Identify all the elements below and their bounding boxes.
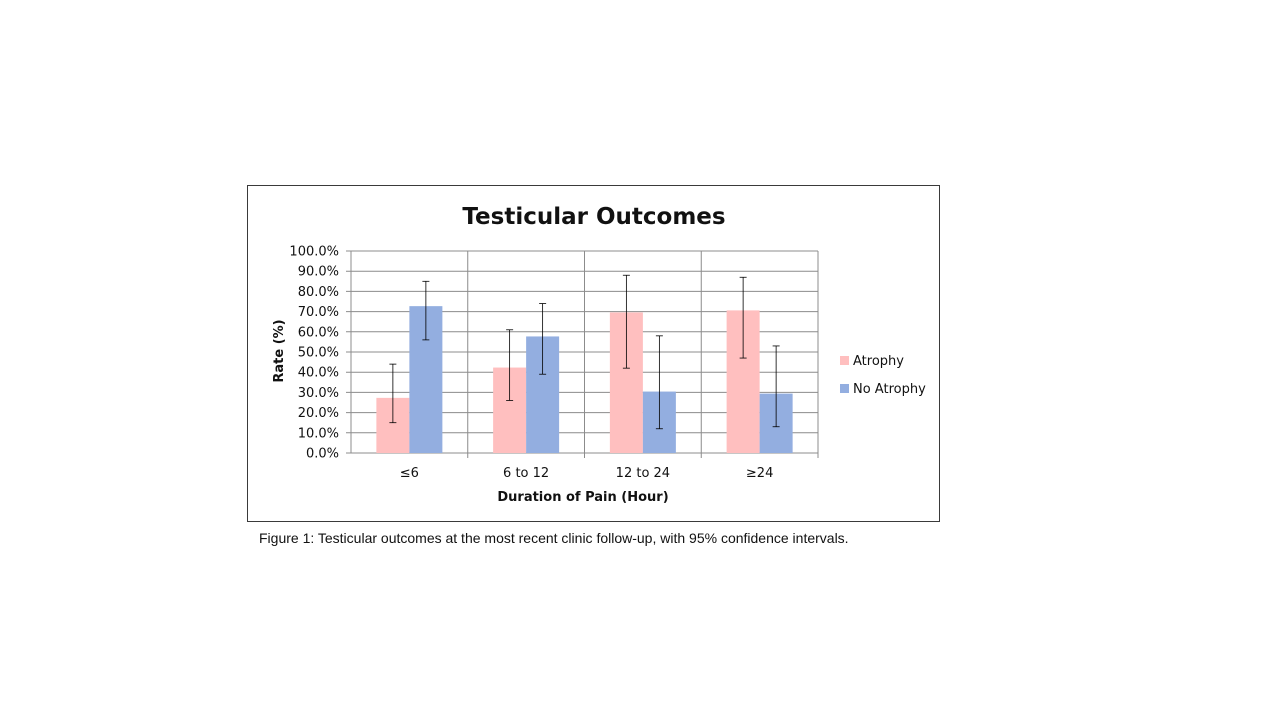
- legend-label: Atrophy: [853, 354, 904, 369]
- legend-label: No Atrophy: [853, 382, 926, 397]
- chart-frame: Testicular Outcomes 0.0% 10.0% 20.0% 30.0% 4…: [247, 185, 940, 522]
- y-tick-label: 90.0%: [298, 265, 339, 280]
- y-tick-label: 20.0%: [298, 406, 339, 421]
- legend-swatch: [840, 384, 849, 393]
- y-tick-label: 70.0%: [298, 305, 339, 320]
- x-tick-label: 12 to 24: [616, 466, 670, 481]
- y-tick-label: 0.0%: [306, 447, 339, 462]
- figure-caption: Figure 1: Testicular outcomes at the mos…: [259, 530, 849, 546]
- chart-title: Testicular Outcomes: [462, 204, 725, 230]
- x-tick-label: ≥24: [746, 466, 773, 481]
- y-tick-label: 30.0%: [298, 386, 339, 401]
- legend: Atrophy No Atrophy: [840, 354, 926, 397]
- y-tick-label: 80.0%: [298, 285, 339, 300]
- y-axis-label: Rate (%): [272, 319, 287, 382]
- y-tick-label: 50.0%: [298, 346, 339, 361]
- y-tick-label: 100.0%: [289, 245, 339, 260]
- x-tick-label: ≤6: [400, 466, 419, 481]
- x-tick-label: 6 to 12: [503, 466, 549, 481]
- legend-swatch: [840, 356, 849, 365]
- y-tick-label: 60.0%: [298, 325, 339, 340]
- bar-chart: Testicular Outcomes 0.0% 10.0% 20.0% 30.0% 4…: [272, 204, 926, 505]
- y-tick-label: 10.0%: [298, 426, 339, 441]
- y-tick-label: 40.0%: [298, 366, 339, 381]
- x-axis-label: Duration of Pain (Hour): [497, 490, 668, 505]
